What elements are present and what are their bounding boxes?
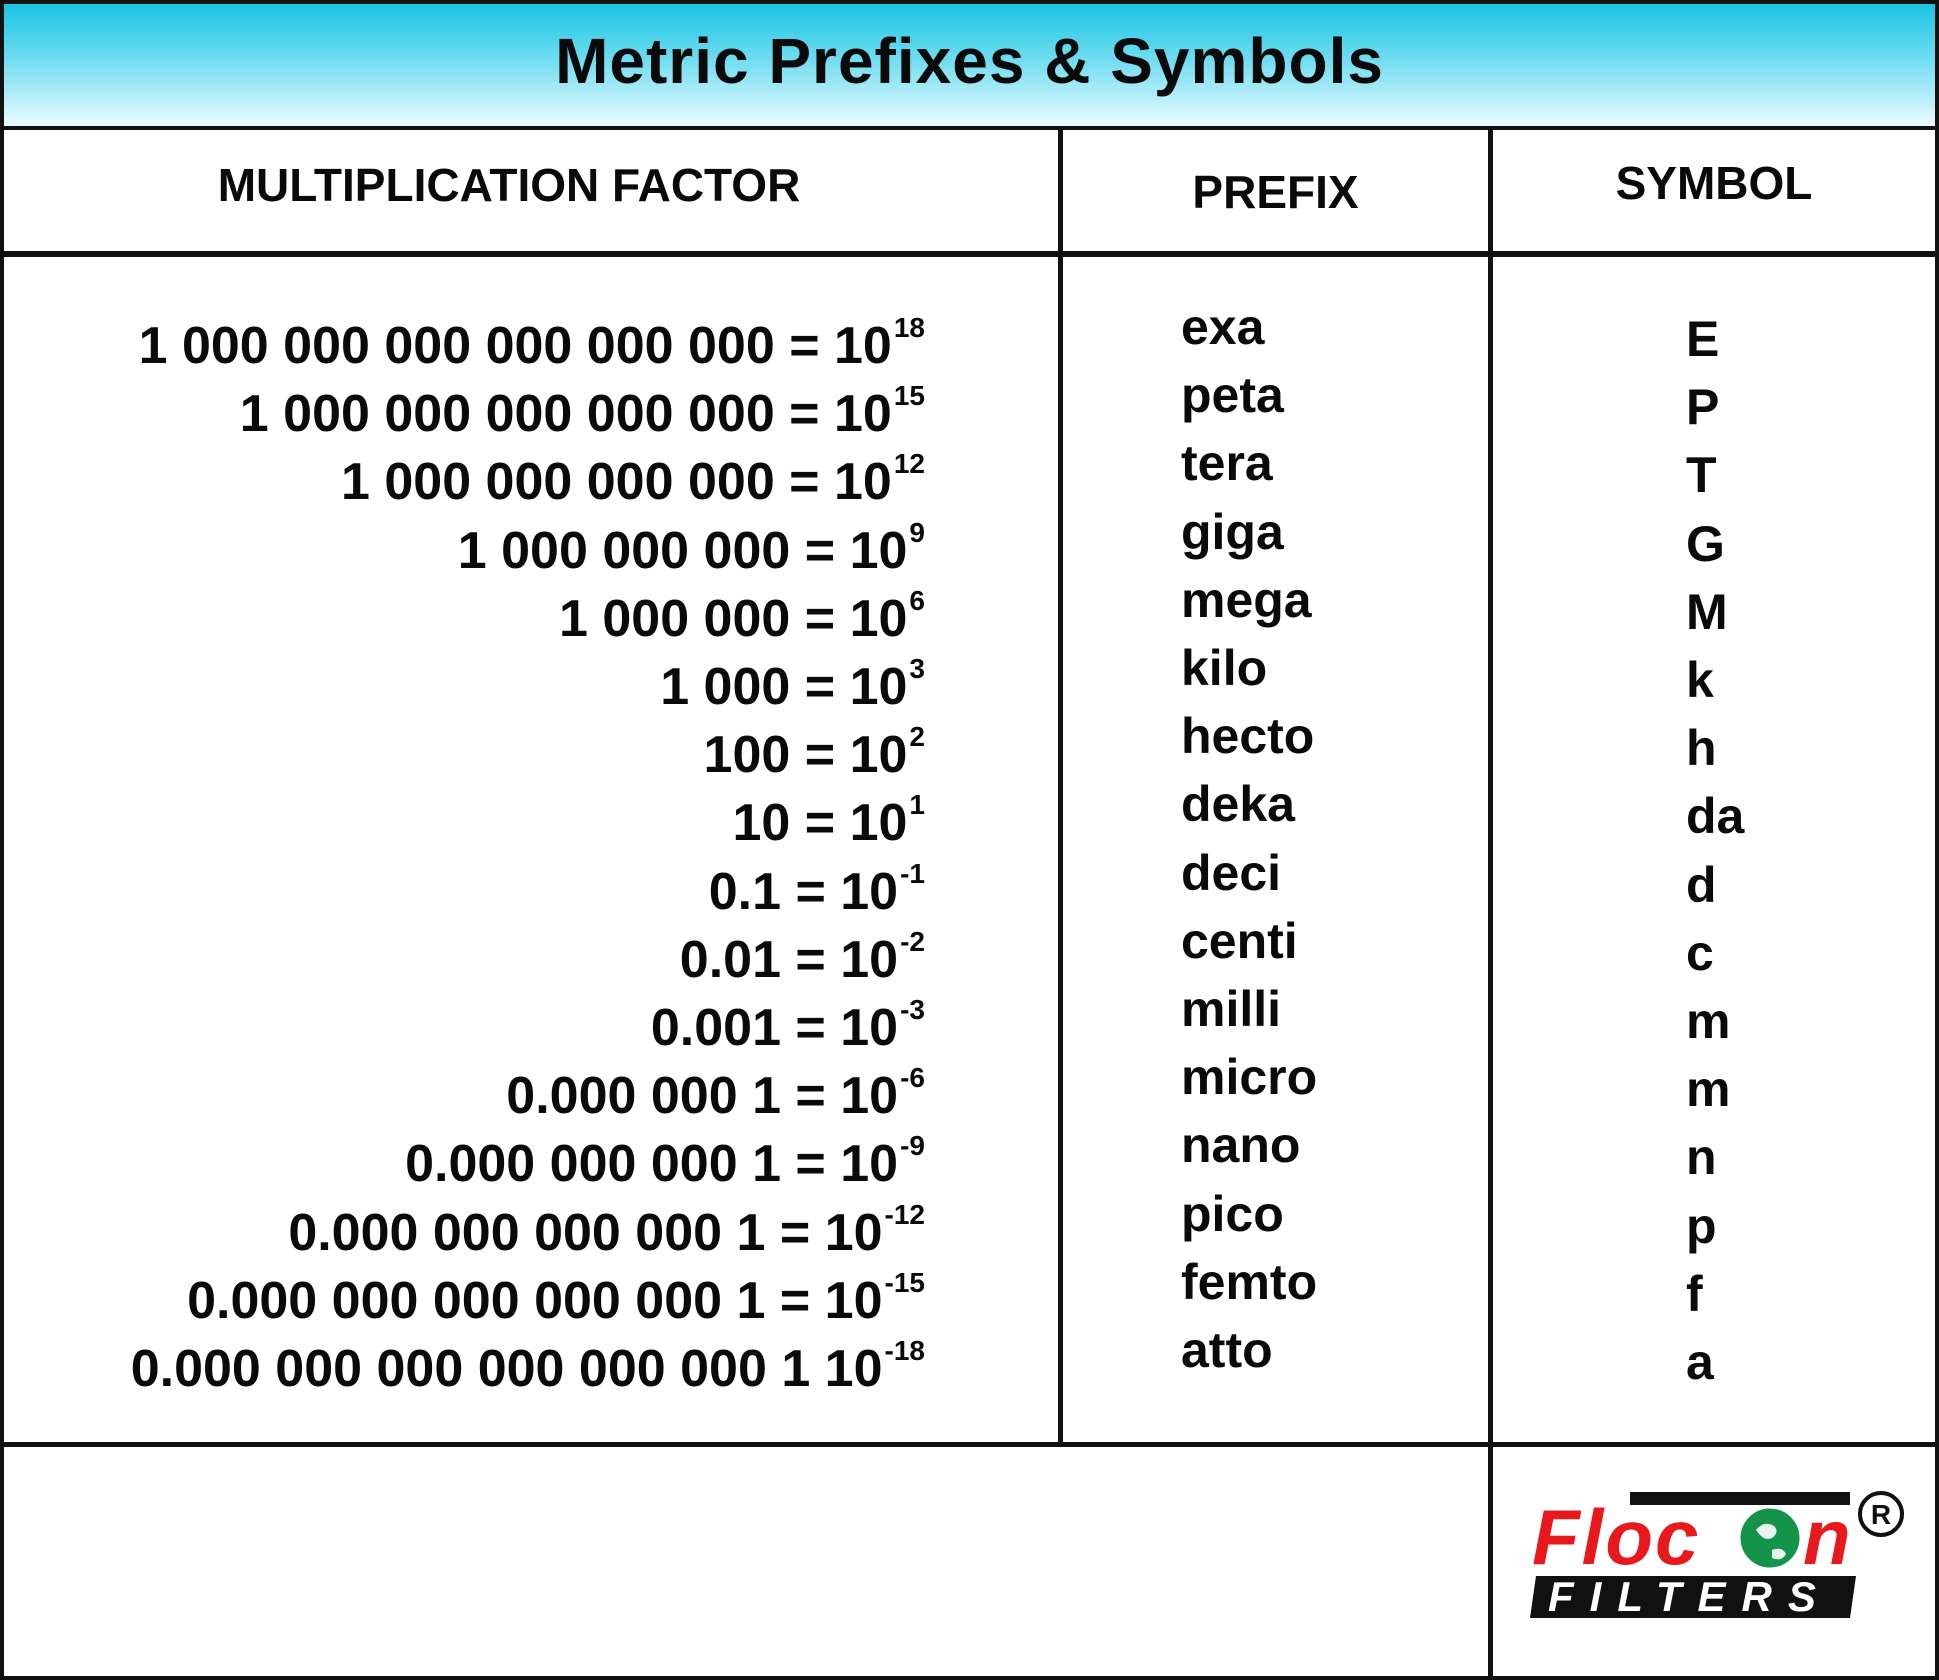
prefix-symbol: n bbox=[1686, 1129, 1717, 1186]
multiplication-factor: 0.000 000 000 000 000 1 = 10-15 bbox=[187, 1268, 925, 1330]
factor-value: 1 000 = 10 bbox=[660, 658, 908, 716]
title-band: Metric Prefixes & Symbols bbox=[4, 4, 1935, 130]
factor-exponent: 6 bbox=[909, 584, 925, 616]
prefix-name: mega bbox=[1181, 571, 1312, 628]
multiplication-factor: 1 000 000 000 = 109 bbox=[457, 518, 925, 580]
prefix-name: hecto bbox=[1181, 708, 1315, 765]
factor-value: 100 = 10 bbox=[703, 726, 908, 785]
multiplication-factor: 1 000 000 = 106 bbox=[558, 586, 925, 648]
factor-exponent: -2 bbox=[900, 925, 925, 957]
factor-exponent: 18 bbox=[893, 312, 925, 343]
header-symbol: SYMBOL bbox=[1615, 157, 1813, 209]
prefix-symbol: T bbox=[1686, 447, 1717, 504]
multiplication-factor: 1 000 = 103 bbox=[660, 655, 925, 716]
prefix-symbol: m bbox=[1686, 1061, 1731, 1118]
prefix-name: kilo bbox=[1181, 640, 1268, 696]
factor-exponent: -15 bbox=[884, 1266, 925, 1298]
prefix-name: femto bbox=[1181, 1253, 1318, 1310]
multiplication-factor: 10 = 101 bbox=[732, 791, 925, 853]
prefix-symbol: E bbox=[1686, 311, 1720, 367]
prefix-name: tera bbox=[1181, 435, 1273, 492]
factor-value: 0.01 = 10 bbox=[679, 930, 899, 989]
prefix-name: deka bbox=[1181, 776, 1295, 833]
prefix-name: milli bbox=[1181, 981, 1282, 1037]
prefix-symbol: d bbox=[1686, 856, 1717, 913]
multiplication-factor: 0.000 000 000 1 = 10-9 bbox=[405, 1132, 925, 1194]
factor-exponent: -9 bbox=[900, 1130, 925, 1162]
prefix-symbol: f bbox=[1686, 1265, 1703, 1322]
flocon-filters-logo: Floc n R FILTERS bbox=[1520, 1478, 1920, 1623]
multiplication-factor: 0.000 000 000 000 000 000 1 10-18 bbox=[130, 1337, 925, 1398]
flocon-logo-graphic: Floc n R FILTERS bbox=[1530, 1491, 1904, 1620]
factor-exponent: -3 bbox=[900, 994, 925, 1025]
prefix-name: pico bbox=[1181, 1185, 1284, 1242]
header-prefix: PREFIX bbox=[1192, 166, 1359, 218]
column-divider-2 bbox=[1488, 126, 1493, 1676]
factor-exponent: 2 bbox=[909, 721, 925, 753]
factor-exponent: -6 bbox=[900, 1062, 925, 1094]
factor-value: 0.1 = 10 bbox=[708, 862, 899, 921]
factor-value: 1 000 000 000 = 10 bbox=[457, 521, 908, 580]
prefix-name: giga bbox=[1181, 503, 1284, 560]
prefix-symbol: k bbox=[1686, 652, 1714, 708]
svg-text:Floc: Floc bbox=[1532, 1493, 1700, 1581]
multiplication-factor: 0.000 000 1 = 10-6 bbox=[506, 1064, 925, 1126]
multiplication-factor: 1 000 000 000 000 = 1012 bbox=[340, 450, 925, 512]
factor-exponent: 3 bbox=[909, 653, 925, 684]
prefix-symbol: m bbox=[1686, 993, 1731, 1049]
prefix-name: deci bbox=[1181, 844, 1282, 901]
page-title: Metric Prefixes & Symbols bbox=[555, 25, 1384, 97]
prefix-name: atto bbox=[1181, 1322, 1273, 1378]
prefix-symbol: c bbox=[1686, 924, 1714, 981]
svg-text:n: n bbox=[1803, 1493, 1851, 1581]
factor-value: 0.000 000 1 = 10 bbox=[506, 1067, 899, 1126]
multiplication-factor: 0.000 000 000 000 1 = 10-12 bbox=[288, 1200, 925, 1262]
prefix-symbol: a bbox=[1686, 1334, 1714, 1390]
prefix-symbol: M bbox=[1686, 583, 1728, 640]
svg-text:FILTERS: FILTERS bbox=[1548, 1573, 1832, 1618]
factor-exponent: 9 bbox=[909, 516, 925, 548]
prefix-symbol: p bbox=[1686, 1197, 1717, 1254]
multiplication-factor: 100 = 102 bbox=[703, 723, 925, 785]
factor-exponent: -12 bbox=[884, 1198, 925, 1230]
factor-value: 1 000 000 000 000 000 = 10 bbox=[239, 385, 892, 444]
factor-value: 0.000 000 000 000 000 1 = 10 bbox=[187, 1271, 883, 1330]
prefix-symbol: da bbox=[1686, 788, 1745, 845]
multiplication-factor: 0.001 = 10-3 bbox=[650, 996, 925, 1057]
prefix-symbol: P bbox=[1686, 379, 1720, 436]
factor-exponent: 1 bbox=[909, 789, 925, 821]
prefix-name: nano bbox=[1181, 1117, 1301, 1174]
body-bottom-divider bbox=[4, 1442, 1935, 1447]
multiplication-factor: 1 000 000 000 000 000 000 = 1018 bbox=[138, 314, 925, 375]
factor-value: 1 000 000 000 000 000 000 = 10 bbox=[138, 317, 892, 375]
column-divider-1 bbox=[1058, 126, 1063, 1444]
factor-exponent: 15 bbox=[893, 380, 925, 412]
factor-value: 1 000 000 000 000 = 10 bbox=[340, 453, 892, 512]
svg-text:R: R bbox=[1871, 1499, 1891, 1530]
prefix-symbol: h bbox=[1686, 720, 1717, 777]
multiplication-factor: 0.01 = 10-2 bbox=[679, 927, 925, 989]
factor-value: 10 = 10 bbox=[732, 794, 908, 853]
prefix-name: micro bbox=[1181, 1049, 1318, 1106]
prefix-name: exa bbox=[1181, 299, 1265, 355]
prefix-name: peta bbox=[1181, 367, 1284, 424]
multiplication-factor: 0.1 = 10-1 bbox=[708, 859, 925, 921]
prefix-name: centi bbox=[1181, 912, 1298, 969]
header-multiplication-factor: MULTIPLICATION FACTOR bbox=[217, 159, 801, 211]
factor-value: 0.000 000 000 1 = 10 bbox=[405, 1135, 899, 1194]
factor-exponent: -18 bbox=[884, 1335, 925, 1366]
factor-value: 0.000 000 000 000 000 000 1 10 bbox=[130, 1340, 883, 1398]
factor-exponent: 12 bbox=[893, 448, 925, 480]
factor-value: 0.001 = 10 bbox=[650, 999, 899, 1057]
prefix-symbol: G bbox=[1686, 515, 1725, 572]
factor-exponent: -1 bbox=[900, 857, 925, 889]
factor-value: 0.000 000 000 000 1 = 10 bbox=[288, 1203, 883, 1262]
factor-value: 1 000 000 = 10 bbox=[558, 589, 908, 648]
multiplication-factor: 1 000 000 000 000 000 = 1015 bbox=[239, 382, 925, 444]
header-bottom-divider bbox=[4, 251, 1935, 257]
